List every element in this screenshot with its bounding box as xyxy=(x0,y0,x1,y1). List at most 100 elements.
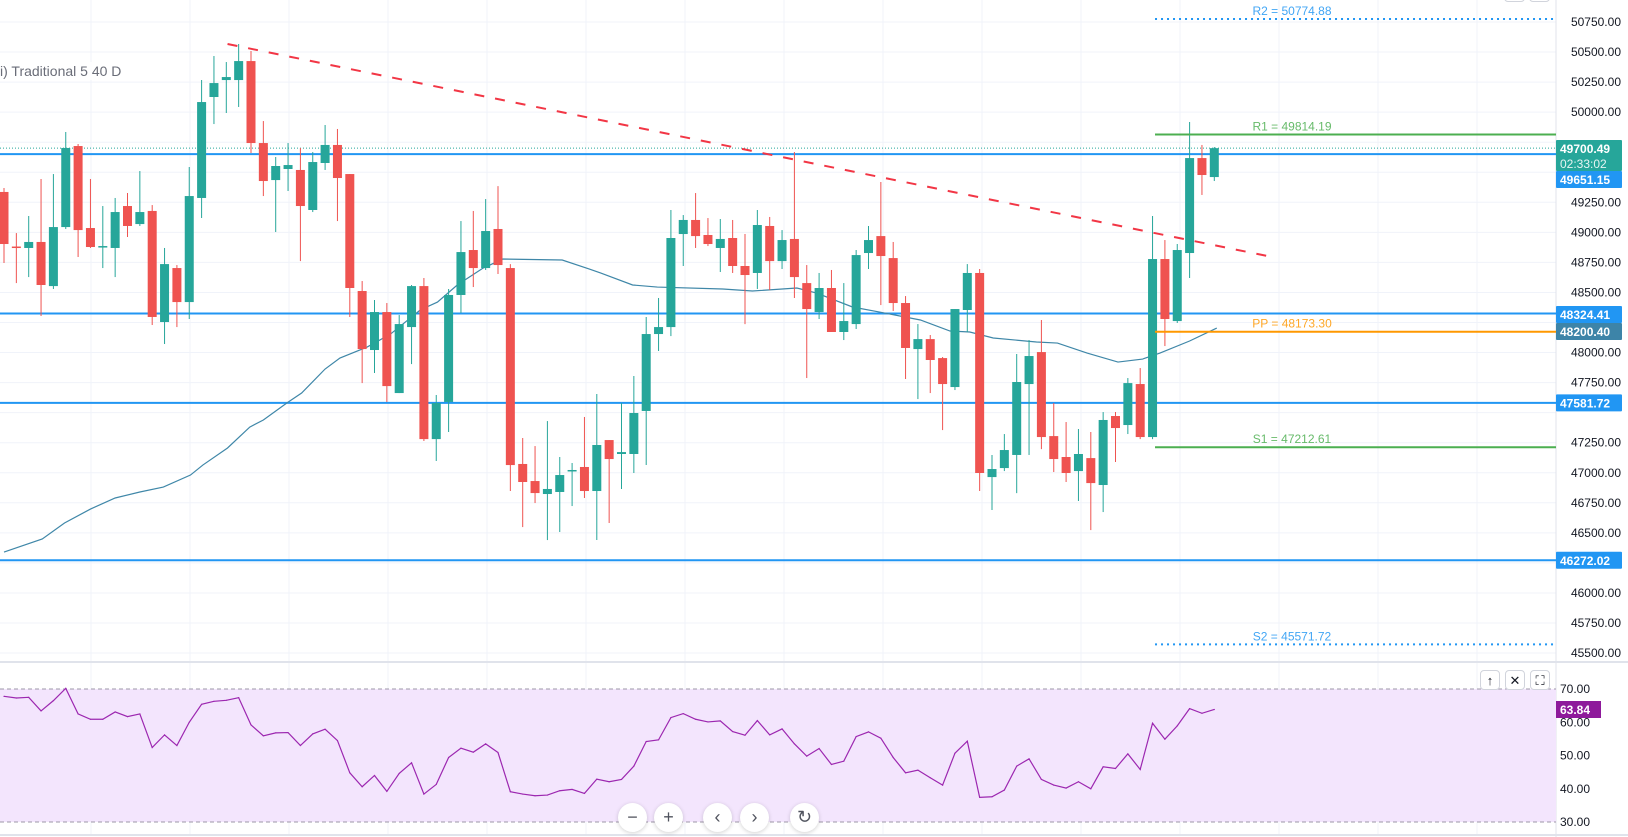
candle-down xyxy=(740,234,750,325)
candle-body xyxy=(1049,436,1059,460)
top-toolbar-button[interactable] xyxy=(1504,0,1525,2)
candle-body xyxy=(913,339,923,350)
rsi-point xyxy=(448,756,450,759)
rsi-point xyxy=(423,793,425,795)
candle-body xyxy=(308,162,318,210)
candle-down xyxy=(604,440,614,523)
candle-body xyxy=(160,264,170,323)
price-axis-tick: 50250.00 xyxy=(1571,75,1621,89)
rsi-point xyxy=(1090,788,1092,790)
candle-body xyxy=(999,450,1009,469)
pivot-points: R2 = 50774.88 R1 = 49814.19 PP = 48173.30 S… xyxy=(1155,4,1556,646)
candle-body xyxy=(975,272,985,473)
candle-down xyxy=(295,147,305,262)
candle-body xyxy=(1135,384,1145,438)
rsi-point xyxy=(1201,712,1203,714)
price-axis-tick: 46000.00 xyxy=(1571,586,1621,600)
candle-body xyxy=(950,309,960,388)
rsi-point xyxy=(188,721,190,723)
top-toolbar-button[interactable] xyxy=(1529,0,1550,2)
pivot-indicator-legend[interactable]: i) Traditional 5 40 D xyxy=(0,62,124,80)
candle-body xyxy=(987,469,997,478)
rsi-point xyxy=(1040,778,1042,781)
rsi-point xyxy=(225,699,227,701)
candle-body xyxy=(1036,352,1046,438)
rsi-point xyxy=(497,751,499,754)
trendline-dashed xyxy=(227,43,1268,258)
candle-body xyxy=(431,403,441,440)
candle-up xyxy=(1123,378,1133,435)
candle-body xyxy=(123,206,132,226)
rsi-point xyxy=(682,713,684,715)
rsi-point xyxy=(485,743,487,745)
reset-chart-button[interactable]: ↻ xyxy=(790,803,819,832)
rsi-point xyxy=(1016,765,1018,767)
price-axis-tick: 47750.00 xyxy=(1571,376,1621,390)
candle-down xyxy=(1160,240,1170,347)
rsi-point xyxy=(373,774,376,777)
candle-body xyxy=(320,144,330,163)
rsi-point xyxy=(1139,768,1141,771)
candle-down xyxy=(258,121,268,197)
candle-body xyxy=(24,241,34,248)
candle-body xyxy=(234,61,244,81)
rsi-axis-tick: 30.00 xyxy=(1560,815,1590,829)
candle-body xyxy=(567,469,577,472)
pivot-label-s2: S2 = 45571.72 xyxy=(1253,629,1332,643)
candle-up xyxy=(641,316,651,466)
candle-body xyxy=(901,303,911,348)
candle-body xyxy=(839,321,849,332)
candle-body xyxy=(728,237,738,267)
rsi-point xyxy=(361,786,363,788)
candle-body xyxy=(221,77,231,81)
candle-up xyxy=(555,457,565,533)
rsi-point xyxy=(1028,758,1030,760)
rsi-point xyxy=(880,737,882,739)
candle-down xyxy=(382,303,392,402)
candle-down xyxy=(901,296,911,379)
candle-up xyxy=(209,56,219,125)
candle-up xyxy=(283,143,293,192)
horizontal-levels xyxy=(0,147,1556,562)
rsi-point xyxy=(15,697,17,699)
maximize-pane-button[interactable]: ⛶ xyxy=(1530,670,1550,690)
level-price-label: 46272.02 xyxy=(1560,554,1610,568)
move-pane-up-button[interactable]: ↑ xyxy=(1480,670,1500,690)
rsi-point xyxy=(571,788,573,791)
candle-down xyxy=(493,186,503,275)
candle-body xyxy=(962,272,972,310)
candle-body xyxy=(407,286,417,328)
rsi-point xyxy=(534,795,536,797)
candle-down xyxy=(345,174,355,317)
candle-body xyxy=(85,228,95,248)
candle-down xyxy=(728,219,738,273)
rsi-point xyxy=(942,784,944,786)
candle-body xyxy=(332,144,342,179)
close-pane-button[interactable]: ✕ xyxy=(1505,670,1525,690)
candle-body xyxy=(197,102,207,198)
rsi-point xyxy=(324,728,326,730)
rsi-point xyxy=(719,720,721,722)
candle-up xyxy=(839,283,849,341)
candle-down xyxy=(579,416,589,498)
candle-up xyxy=(851,250,861,329)
candle-up xyxy=(666,209,676,337)
candle-body xyxy=(147,210,157,317)
candle-body xyxy=(1209,148,1219,178)
price-axis-tick: 46750.00 xyxy=(1571,496,1621,510)
scroll-left-button[interactable]: ‹ xyxy=(703,803,732,832)
scroll-right-button[interactable]: › xyxy=(740,803,769,832)
price-axis-tick: 50000.00 xyxy=(1571,105,1621,119)
price-axis-tick: 48750.00 xyxy=(1571,255,1621,269)
candle-up xyxy=(444,288,454,433)
candle-body xyxy=(1172,250,1182,322)
price-axis[interactable]: 50750.00 50500.00 50250.00 50000.00 49250.00… xyxy=(1556,15,1622,829)
zoom-in-button[interactable]: + xyxy=(654,803,683,832)
rsi-point xyxy=(386,790,388,793)
candle-body xyxy=(271,165,281,181)
zoom-out-button[interactable]: − xyxy=(618,803,647,832)
candle-up xyxy=(1185,122,1195,279)
rsi-point xyxy=(855,735,857,738)
candle-body xyxy=(579,466,589,492)
